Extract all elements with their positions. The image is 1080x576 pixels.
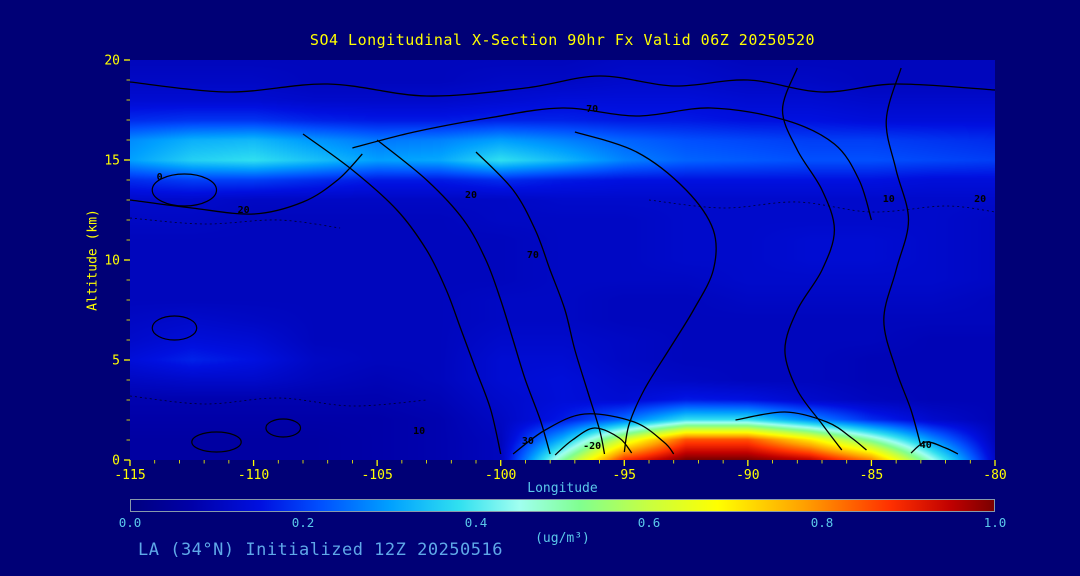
colorbar-tick-label: 0.2 xyxy=(291,515,315,530)
y-tick-label: 20 xyxy=(104,54,120,69)
x-axis-ticks-group: -115 -110 -105 -100 -95 -90 -85 -80 xyxy=(114,460,1007,483)
colorbar-gradient xyxy=(130,499,995,512)
y-tick-label: 0 xyxy=(112,454,120,469)
y-tick-label: 5 xyxy=(112,354,120,369)
colorbar-tick-label: 0.8 xyxy=(810,515,834,530)
plot-area xyxy=(130,60,995,460)
y-tick-label: 15 xyxy=(104,154,120,169)
x-axis-title: Longitude xyxy=(527,481,598,496)
y-axis-ticks-group: 0 5 10 15 20 xyxy=(104,54,130,469)
y-tick-label: 10 xyxy=(104,254,120,269)
y-axis-title: Altitude (km) xyxy=(85,209,101,311)
footer-caption: LA (34°N) Initialized 12Z 20250516 xyxy=(138,540,503,560)
colorbar-tick-label: 0.0 xyxy=(118,515,142,530)
colorbar-unit-label: (ug/m³) xyxy=(535,531,590,546)
colorbar-tick-label: 0.4 xyxy=(464,515,488,530)
colorbar-tick-label: 1.0 xyxy=(983,515,1007,530)
heatmap-canvas xyxy=(130,60,995,460)
colorbar-tick-label: 0.6 xyxy=(637,515,661,530)
plot-title: SO4 Longitudinal X-Section 90hr Fx Valid… xyxy=(309,31,816,49)
